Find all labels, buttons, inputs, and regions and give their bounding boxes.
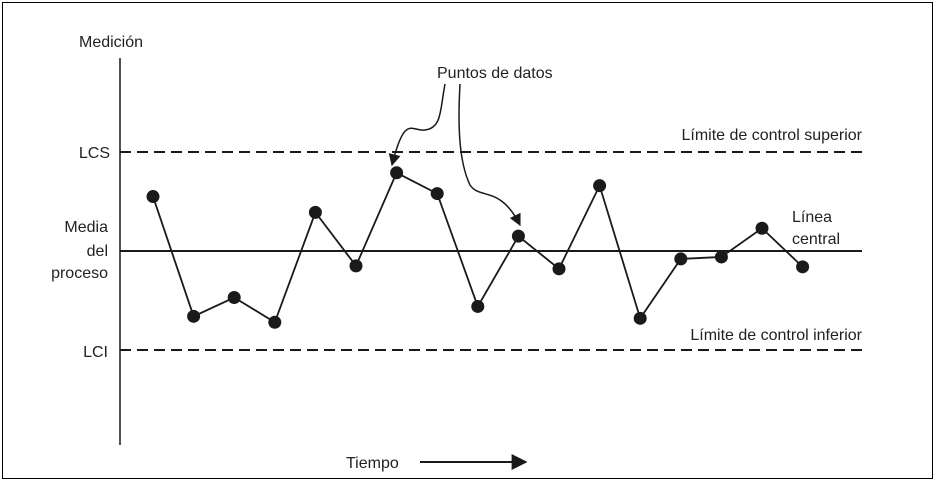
data-point-15: [714, 250, 728, 264]
data-point-2: [187, 309, 201, 323]
ucl-line-label: Límite de control superior: [681, 127, 862, 144]
data-point-3: [227, 291, 241, 305]
data-point-14: [674, 252, 688, 266]
center-line-label-line1: Línea: [792, 209, 832, 226]
series-line: [152, 171, 804, 324]
center-line-label-line2: central: [792, 231, 840, 248]
y-label-center-line1: Media: [64, 219, 108, 236]
data-point-8: [430, 187, 444, 201]
data-point-16: [755, 221, 769, 235]
data-point-7: [390, 166, 404, 180]
data-point-1: [146, 190, 160, 204]
data-point-4: [268, 315, 282, 329]
annotation-label: Puntos de datos: [437, 65, 553, 82]
y-label-ucl: LCS: [79, 145, 110, 162]
x-axis-title: Tiempo: [346, 455, 399, 472]
y-axis-title: Medición: [79, 34, 143, 51]
data-point-17: [796, 260, 810, 274]
data-point-13: [633, 311, 647, 325]
data-point-5: [308, 205, 322, 219]
lcl-line-label: Límite de control inferior: [690, 327, 862, 344]
data-point-12: [593, 179, 607, 193]
data-point-6: [349, 259, 363, 273]
data-point-9: [471, 299, 485, 313]
data-points: [146, 166, 810, 329]
y-label-lcl: LCI: [83, 344, 108, 361]
y-label-center-line3: proceso: [51, 265, 108, 282]
annotation-arrow-1: [388, 83, 446, 167]
y-label-center-line2: del: [87, 243, 108, 260]
data-point-11: [552, 262, 566, 276]
annotation-arrow-2: [458, 83, 521, 227]
data-point-10: [511, 229, 525, 243]
